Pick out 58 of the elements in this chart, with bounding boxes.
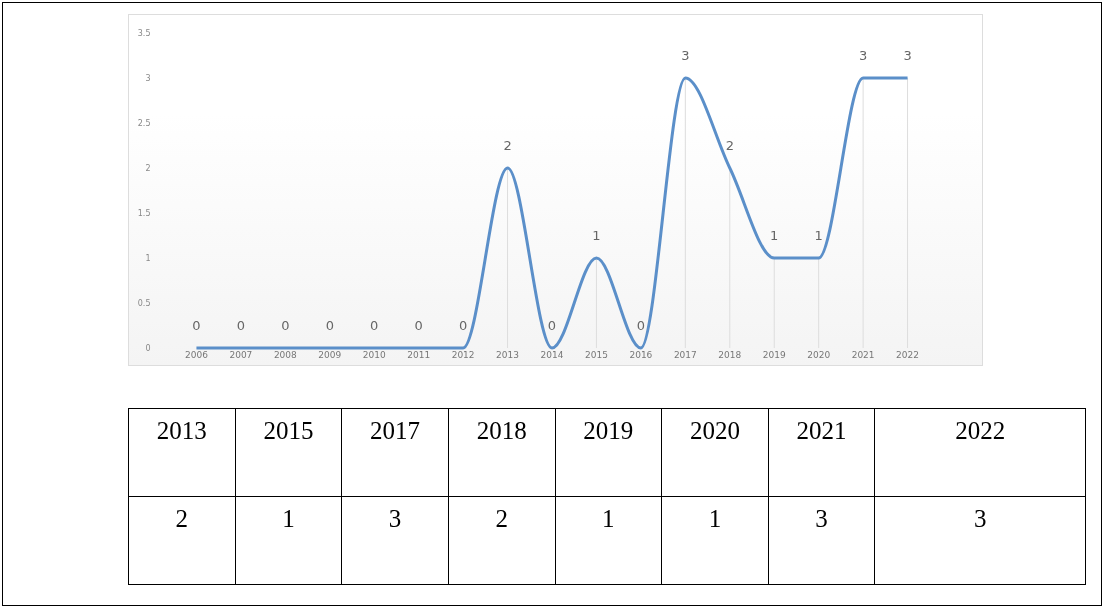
text: 2019 (555, 408, 662, 497)
y-tick-label: 1.5 (137, 208, 151, 218)
y-tick-label: 3 (145, 73, 151, 83)
x-tick-label: 2010 (362, 349, 386, 360)
data-label: 3 (903, 48, 912, 63)
data-label: 1 (770, 228, 779, 243)
y-tick-label: 0.5 (137, 298, 151, 308)
x-tick-label: 2011 (407, 349, 431, 360)
x-tick-label: 2022 (896, 349, 920, 360)
text: 3 (768, 496, 875, 585)
x-tick-label: 2014 (540, 349, 564, 360)
text: 2021 (768, 408, 875, 497)
text: 2022 (874, 408, 1086, 497)
y-tick-label: 3.5 (137, 28, 151, 38)
data-label: 0 (370, 318, 379, 333)
text: 2 (448, 496, 555, 585)
x-tick-label: 2021 (851, 349, 875, 360)
data-label: 2 (503, 138, 512, 153)
y-tick-label: 2.5 (137, 118, 151, 128)
x-tick-label: 2008 (273, 349, 298, 360)
text: 2013 (128, 408, 236, 497)
data-label: 0 (236, 318, 246, 333)
data-label: 0 (192, 318, 201, 333)
line-series (194, 76, 910, 350)
data-label: 0 (414, 318, 423, 333)
text: 2015 (235, 408, 342, 497)
text: 3 (874, 496, 1086, 585)
text: 1 (555, 496, 662, 585)
data-label: 0 (281, 318, 290, 333)
y-tick-label: 1 (145, 253, 151, 263)
data-label: 0 (547, 318, 557, 333)
data-label: 1 (814, 228, 823, 243)
x-tick-label: 2017 (673, 349, 697, 360)
x-tick-label: 2009 (318, 349, 342, 360)
text: 1 (235, 496, 342, 585)
data-label: 0 (325, 318, 334, 333)
data-label: 2 (725, 138, 734, 153)
y-tick-label: 2 (145, 163, 151, 173)
text: 3 (341, 496, 449, 585)
y-tick-label: 0 (145, 343, 151, 353)
x-tick-label: 2007 (229, 349, 253, 360)
data-label: 3 (681, 48, 690, 63)
text: 1 (661, 496, 769, 585)
x-tick-label: 2012 (451, 349, 475, 360)
x-tick-label: 2015 (584, 349, 608, 360)
x-tick-label: 2019 (762, 349, 786, 360)
data-label: 0 (458, 318, 468, 333)
data-label: 3 (858, 48, 868, 63)
text: 2018 (448, 408, 555, 497)
x-tick-label: 2018 (718, 349, 742, 360)
text: 2017 (341, 408, 449, 497)
x-tick-label: 2013 (496, 349, 520, 360)
x-tick-label: 2006 (184, 349, 209, 360)
x-tick-label: 2020 (807, 349, 831, 360)
text: 2020 (661, 408, 769, 497)
data-label: 0 (636, 318, 646, 333)
data-label: 1 (592, 228, 601, 243)
x-tick-label: 2016 (629, 349, 653, 360)
